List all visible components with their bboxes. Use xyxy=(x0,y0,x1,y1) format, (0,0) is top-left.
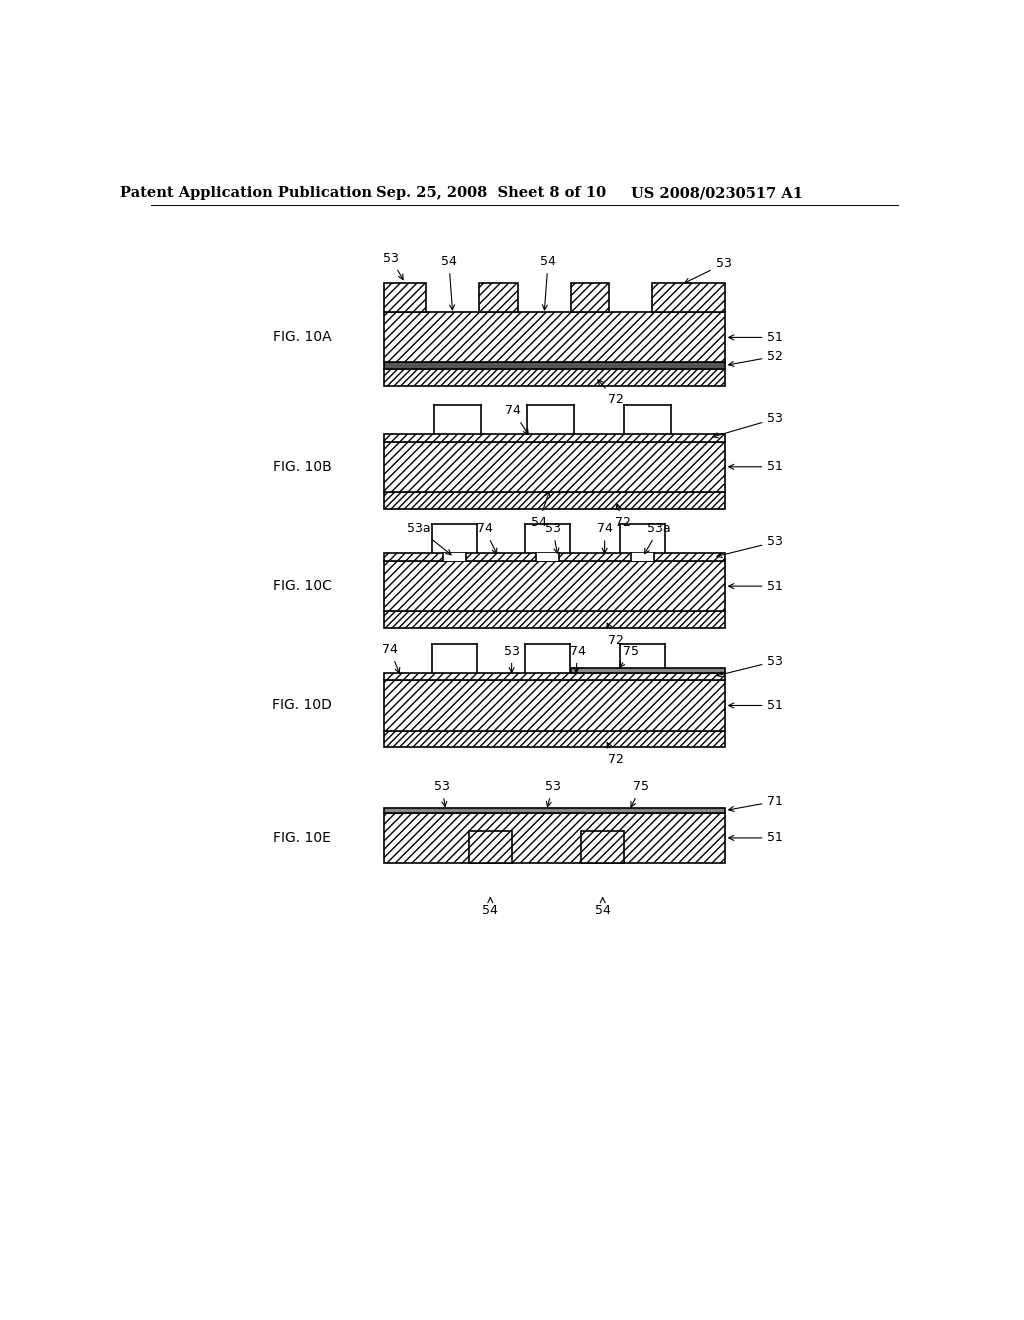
Text: 74: 74 xyxy=(506,404,528,434)
Text: 51: 51 xyxy=(729,700,783,711)
Text: 74: 74 xyxy=(476,523,497,553)
Text: 54: 54 xyxy=(441,255,457,310)
Text: 53: 53 xyxy=(504,644,519,673)
Bar xyxy=(384,681,725,730)
Bar xyxy=(384,808,725,813)
Bar xyxy=(631,553,654,561)
Text: 51: 51 xyxy=(729,331,783,345)
Bar xyxy=(582,830,624,863)
Text: 54: 54 xyxy=(595,898,610,917)
Bar xyxy=(524,524,569,561)
Bar xyxy=(524,644,569,681)
Text: 74: 74 xyxy=(569,644,586,673)
Text: 51: 51 xyxy=(729,832,783,845)
Bar xyxy=(384,813,725,863)
Text: FIG. 10D: FIG. 10D xyxy=(272,698,333,713)
Bar xyxy=(384,368,725,385)
Text: 74: 74 xyxy=(382,643,399,673)
Text: 53: 53 xyxy=(713,412,783,438)
Text: 72: 72 xyxy=(607,743,624,767)
Bar xyxy=(432,524,477,561)
Text: 53a: 53a xyxy=(644,523,671,554)
Bar xyxy=(384,434,725,442)
Bar xyxy=(621,524,665,561)
Bar xyxy=(384,284,426,313)
Text: 53: 53 xyxy=(717,655,783,677)
Bar xyxy=(652,284,725,313)
Text: FIG. 10E: FIG. 10E xyxy=(273,830,332,845)
Bar xyxy=(384,553,725,561)
Text: 51: 51 xyxy=(729,461,783,474)
Text: 75: 75 xyxy=(620,644,639,667)
Bar xyxy=(571,668,725,673)
Text: 53: 53 xyxy=(383,252,403,280)
Bar xyxy=(536,553,559,561)
Text: 53: 53 xyxy=(717,536,783,557)
Text: 53: 53 xyxy=(685,257,731,282)
Text: FIG. 10A: FIG. 10A xyxy=(273,330,332,345)
Text: 53: 53 xyxy=(434,780,450,807)
Bar xyxy=(384,313,725,363)
Bar xyxy=(384,611,725,628)
Bar xyxy=(384,363,725,368)
Text: FIG. 10C: FIG. 10C xyxy=(273,579,332,593)
Bar xyxy=(527,405,573,442)
Text: 54: 54 xyxy=(482,898,499,917)
Bar xyxy=(432,644,477,681)
Text: 54: 54 xyxy=(540,255,556,310)
Bar xyxy=(384,673,725,681)
Text: 53: 53 xyxy=(545,523,560,553)
Text: 72: 72 xyxy=(615,504,632,529)
Text: 51: 51 xyxy=(729,579,783,593)
Bar xyxy=(384,730,725,747)
Bar xyxy=(621,644,665,681)
Bar xyxy=(570,284,609,313)
Text: 54: 54 xyxy=(530,492,550,529)
Text: 53a: 53a xyxy=(407,523,452,554)
Bar xyxy=(384,561,725,611)
Text: Patent Application Publication: Patent Application Publication xyxy=(120,186,372,201)
Text: Sep. 25, 2008  Sheet 8 of 10: Sep. 25, 2008 Sheet 8 of 10 xyxy=(376,186,606,201)
Text: 75: 75 xyxy=(631,780,649,807)
Text: 72: 72 xyxy=(607,623,624,647)
Text: 74: 74 xyxy=(597,523,612,553)
Bar xyxy=(442,553,466,561)
Text: 52: 52 xyxy=(729,350,783,367)
Bar xyxy=(469,830,512,863)
Text: US 2008/0230517 A1: US 2008/0230517 A1 xyxy=(631,186,803,201)
Bar xyxy=(384,442,725,492)
Text: 71: 71 xyxy=(729,795,783,812)
Text: 53: 53 xyxy=(545,780,560,807)
Text: 72: 72 xyxy=(598,380,624,407)
Bar xyxy=(384,492,725,508)
Bar xyxy=(434,405,480,442)
Text: FIG. 10B: FIG. 10B xyxy=(273,459,332,474)
Bar xyxy=(479,284,518,313)
Bar xyxy=(624,405,671,442)
